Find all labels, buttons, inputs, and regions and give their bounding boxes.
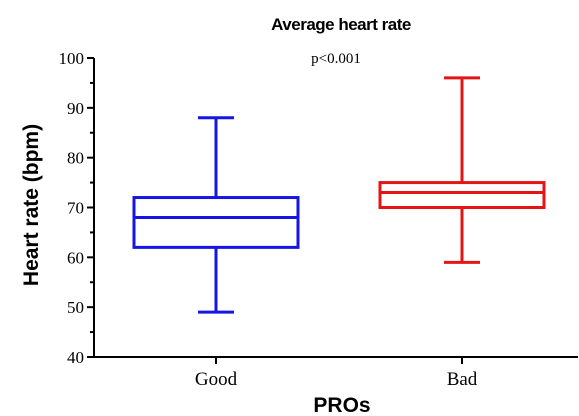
y-tick-label: 80 — [67, 149, 84, 168]
x-tick-label-good: Good — [195, 369, 238, 390]
y-tick-label: 60 — [67, 248, 84, 267]
plot-area: 40 50 60 70 80 90 100 Good Bad — [59, 49, 578, 390]
y-tick-label: 90 — [67, 99, 84, 118]
y-tick-label: 40 — [67, 348, 84, 367]
box-good — [132, 196, 300, 249]
y-tick-label: 70 — [67, 199, 84, 218]
y-axis-title: Heart rate (bpm) — [20, 124, 43, 286]
x-axis-title: PROs — [313, 394, 370, 416]
y-tick-label: 50 — [67, 298, 84, 317]
p-value-annotation: p<0.001 — [311, 51, 361, 67]
x-tick-label-bad: Bad — [447, 369, 478, 390]
y-tick-label: 100 — [59, 49, 85, 68]
box-bad — [378, 181, 546, 209]
chart-title: Average heart rate — [271, 15, 411, 34]
